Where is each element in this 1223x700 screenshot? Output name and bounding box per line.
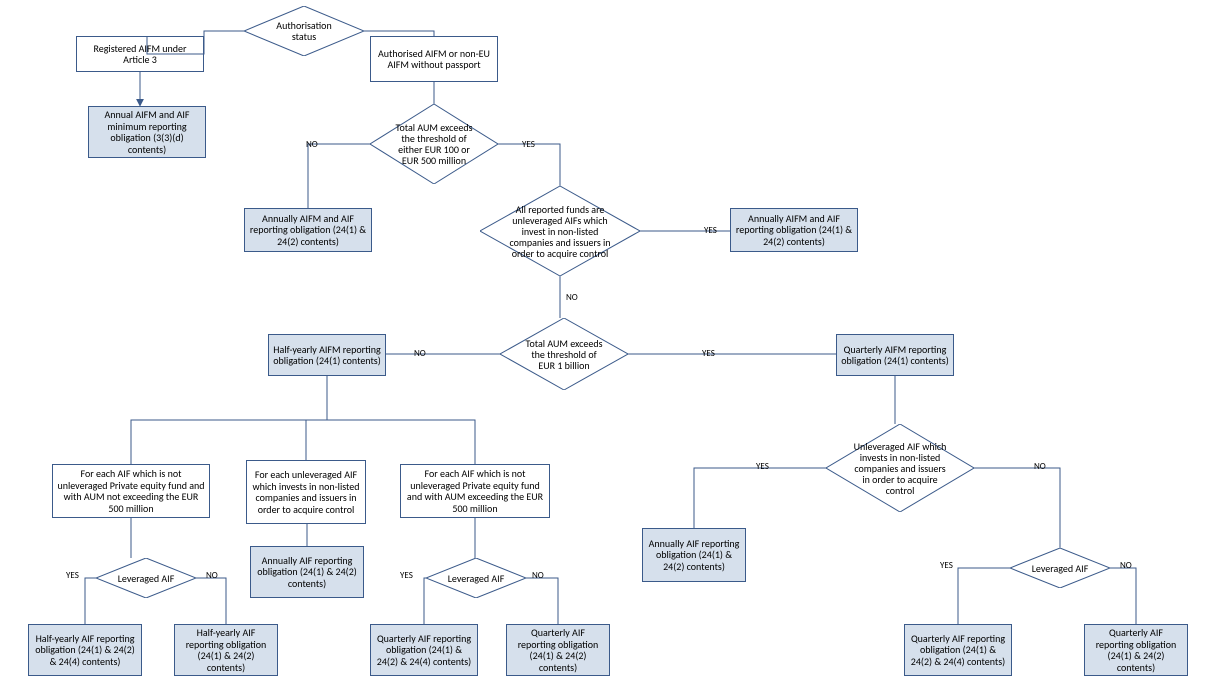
flowchart-terminal: Quarterly AIF reporting obligation (24(1… — [506, 624, 610, 676]
edge-label: NO — [414, 348, 426, 359]
flowchart-terminal: Annually AIF reporting obligation (24(1)… — [642, 528, 746, 582]
flowchart-terminal: Quarterly AIFM reporting obligation (24(… — [836, 334, 954, 376]
flowchart-terminal: Annually AIFM and AIF reporting obligati… — [244, 208, 372, 252]
edge-label: NO — [1034, 461, 1046, 472]
edge-label: YES — [400, 570, 413, 581]
flowchart-terminal: Annually AIFM and AIF reporting obligati… — [730, 208, 858, 252]
flowchart-decision: Leveraged AIF — [426, 558, 526, 598]
flowchart-process: For each AIF which is not unleveraged Pr… — [400, 464, 550, 518]
edge-label: NO — [566, 292, 578, 303]
flowchart-decision: Total AUM exceeds the threshold of eithe… — [370, 104, 498, 184]
flowchart-terminal: Quarterly AIF reporting obligation (24(1… — [904, 624, 1012, 676]
node-label: Authorisation status — [266, 20, 342, 42]
edge-label: NO — [206, 570, 218, 581]
edge-label: NO — [306, 139, 318, 150]
flowchart-terminal: Quarterly AIF reporting obligation (24(1… — [1084, 624, 1188, 676]
flowchart-decision: Total AUM exceeds the threshold of EUR 1… — [500, 318, 628, 390]
flowchart-decision: Authorisation status — [244, 6, 364, 56]
node-label: Leveraged AIF — [1029, 563, 1091, 574]
flowchart-decision: Unleveraged AIF which invests in non-lis… — [826, 424, 974, 512]
node-label: All reported funds are unleveraged AIFs … — [508, 204, 612, 259]
flowchart-terminal: Quarterly AIF reporting obligation (24(1… — [370, 624, 478, 676]
edge-label: NO — [532, 570, 544, 581]
edge-label: YES — [522, 139, 535, 150]
edge-label: NO — [1120, 560, 1132, 571]
flowchart-terminal: Annual AIFM and AIF minimum reporting ob… — [88, 106, 206, 158]
flowchart-decision: Leveraged AIF — [1010, 548, 1110, 588]
edge-label: YES — [704, 225, 717, 236]
flowchart-terminal: Half-yearly AIFM reporting obligation (2… — [268, 334, 386, 376]
flowchart-process: For each unleveraged AIF which invests i… — [246, 460, 366, 524]
flowchart-process: For each AIF which is not unleveraged Pr… — [52, 464, 210, 518]
edge-label: YES — [940, 560, 953, 571]
flowchart-process: Authorised AIFM or non-EU AIFM without p… — [370, 36, 498, 82]
flowchart-process: Registered AIFM under Article 3 — [76, 36, 204, 72]
node-label: Total AUM exceeds the threshold of eithe… — [393, 122, 474, 166]
flowchart-decision: Leveraged AIF — [96, 558, 196, 598]
flowchart-decision: All reported funds are unleveraged AIFs … — [480, 186, 640, 276]
edge-label: YES — [756, 461, 769, 472]
node-label: Leveraged AIF — [115, 573, 177, 584]
node-label: Leveraged AIF — [445, 573, 507, 584]
flowchart-terminal: Half-yearly AIF reporting obligation (24… — [28, 624, 142, 676]
flowchart-terminal: Annually AIF reporting obligation (24(1)… — [250, 546, 364, 598]
edge-label: YES — [66, 570, 79, 581]
node-label: Total AUM exceeds the threshold of EUR 1… — [523, 338, 604, 371]
node-label: Unleveraged AIF which invests in non-lis… — [852, 441, 947, 496]
edge-label: YES — [702, 348, 715, 359]
flowchart-terminal: Half-yearly AIF reporting obligation (24… — [174, 624, 278, 676]
